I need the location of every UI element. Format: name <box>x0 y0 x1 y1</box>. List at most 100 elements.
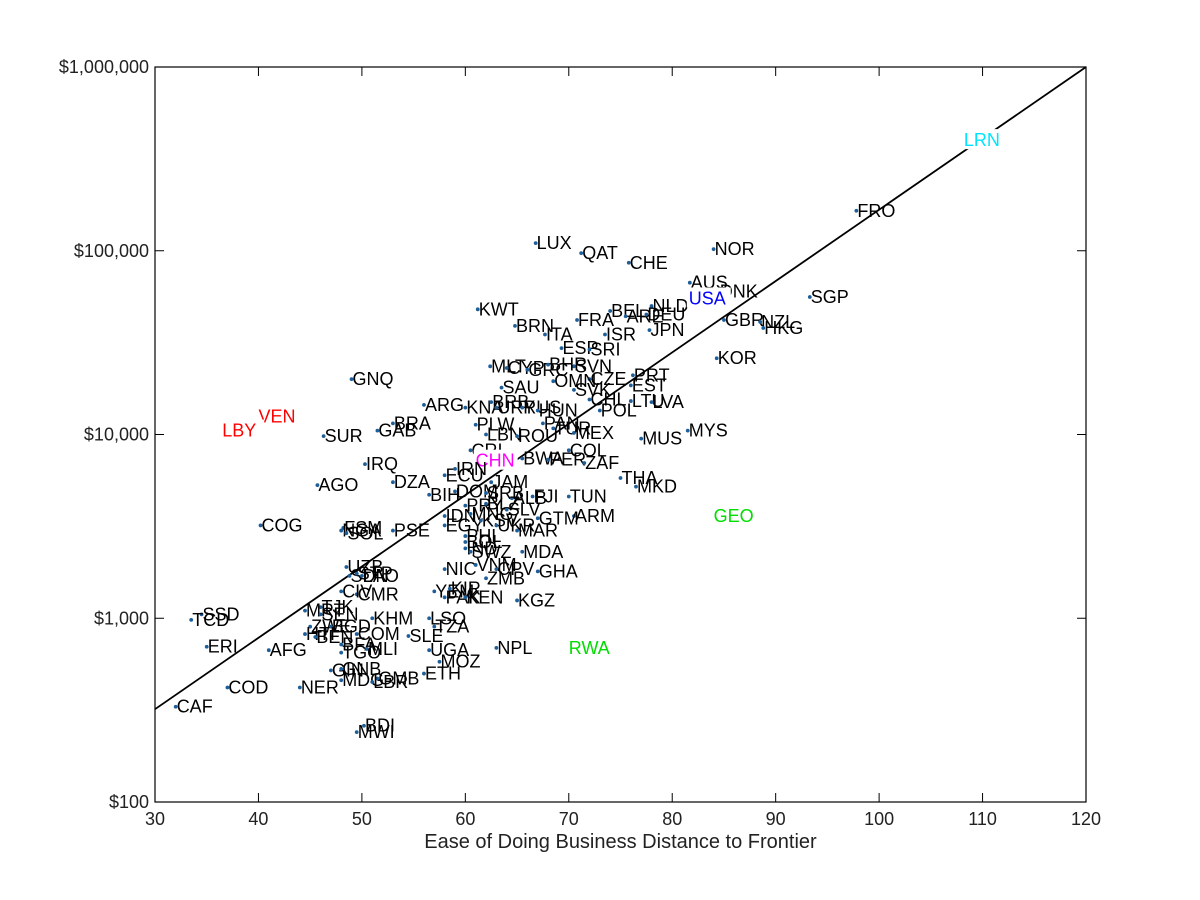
data-point <box>761 326 766 330</box>
data-point <box>634 484 638 489</box>
point-label: BEL <box>611 301 645 321</box>
point-label: VNM <box>477 555 517 575</box>
data-point <box>687 280 692 285</box>
point-label: SDN <box>350 566 388 586</box>
y-tick-label: $10,000 <box>84 425 149 445</box>
data-point <box>315 483 320 488</box>
point-label: AGO <box>318 475 358 495</box>
point-label: SVK <box>575 380 611 400</box>
data-point <box>631 373 635 378</box>
point-label: CPV <box>497 559 534 579</box>
data-point <box>354 632 359 636</box>
point-label: GNB <box>342 659 381 679</box>
data-point <box>339 528 344 533</box>
data-point <box>375 428 380 433</box>
data-point <box>341 526 346 530</box>
data-point <box>587 397 592 402</box>
point-label: MDA <box>523 542 563 562</box>
point-label: TZA <box>435 617 469 637</box>
point-label: LBY <box>222 421 256 441</box>
point-label: POL <box>601 401 637 421</box>
point-label: PRT <box>634 365 670 385</box>
point-label: LBN <box>487 425 522 445</box>
label-background <box>220 419 265 440</box>
point-label: SLV <box>508 500 541 520</box>
data-point <box>572 387 576 392</box>
point-label: TUN <box>570 486 607 506</box>
x-tick-label: 60 <box>455 809 475 829</box>
data-point <box>391 480 395 485</box>
data-point <box>559 346 564 351</box>
data-point <box>758 320 763 324</box>
point-label: SOL <box>347 523 383 543</box>
point-label: KWT <box>479 299 519 319</box>
data-point <box>579 251 584 256</box>
point-label: GEO <box>714 506 754 526</box>
x-tick-label: 40 <box>248 809 268 829</box>
point-label: PHL <box>466 526 501 546</box>
data-point <box>328 624 333 629</box>
data-point <box>354 730 359 735</box>
data-point <box>463 540 468 544</box>
data-point <box>321 434 326 439</box>
data-point <box>685 428 690 433</box>
data-point <box>349 377 354 382</box>
data-point <box>473 422 478 427</box>
data-point <box>370 680 375 684</box>
point-label: BRB <box>492 392 529 412</box>
point-label: MUS <box>642 429 682 449</box>
data-point <box>566 448 571 453</box>
x-tick-label: 80 <box>662 809 682 829</box>
data-point <box>575 318 579 322</box>
data-point <box>597 408 602 413</box>
y-tick-label: $1,000,000 <box>59 57 149 77</box>
data-point <box>582 461 587 465</box>
data-point <box>543 332 547 337</box>
point-label: LUX <box>537 233 572 253</box>
data-point <box>494 567 499 572</box>
data-point <box>427 648 432 653</box>
point-label: UGA <box>430 640 469 660</box>
data-point <box>354 592 359 597</box>
point-label: FRO <box>857 201 895 221</box>
point-label: JPN <box>650 320 684 340</box>
point-label: LTU <box>632 391 665 411</box>
data-point <box>442 595 447 600</box>
data-point <box>535 408 540 413</box>
point-label: NZL <box>761 312 795 332</box>
data-point <box>344 565 349 569</box>
x-tick-label: 120 <box>1071 809 1101 829</box>
data-point <box>468 511 473 516</box>
point-label: CZE <box>590 369 626 389</box>
point-label: MOZ <box>440 652 480 672</box>
point-label: BRA <box>394 413 431 433</box>
point-label: NER <box>301 677 339 697</box>
ticks-layer: 30 40 50 60 70 80 90 100 110 120 $100 $1,000 $10,000… <box>59 57 1101 829</box>
point-label: SSD <box>203 604 240 624</box>
data-point <box>587 347 592 352</box>
data-point <box>535 569 540 574</box>
point-label: ISR <box>606 325 636 345</box>
point-label: OMN <box>554 371 596 391</box>
data-point <box>173 704 178 709</box>
point-label: BDI <box>365 716 395 736</box>
point-label: IRQ <box>366 454 398 474</box>
data-point <box>499 385 504 390</box>
data-point <box>714 356 719 361</box>
point-label: MKD <box>637 477 677 497</box>
x-axis-label: Ease of Doing Business Distance to Front… <box>424 831 817 853</box>
data-point <box>484 491 488 495</box>
point-label: MNG <box>472 504 514 524</box>
data-point <box>644 312 649 317</box>
data-point <box>515 598 519 603</box>
data-point <box>318 612 323 617</box>
data-point <box>509 496 514 501</box>
data-point <box>572 514 576 518</box>
point-label: SRB <box>487 483 524 503</box>
data-point <box>463 595 468 600</box>
x-tick-label: 100 <box>864 809 894 829</box>
data-point <box>442 567 447 572</box>
point-label: KOR <box>718 348 757 368</box>
data-point <box>494 405 499 410</box>
